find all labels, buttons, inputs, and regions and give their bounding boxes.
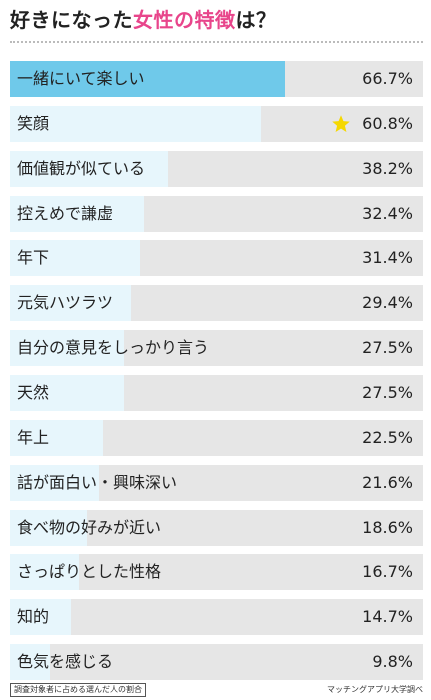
title-prefix: 好きになった (10, 8, 133, 32)
bar-row: 年上 22.5% (10, 419, 423, 456)
bar-fill (10, 105, 262, 142)
bar-fill (10, 150, 168, 187)
bar-value: 38.2% (362, 158, 413, 178)
bar-row: 自分の意見をしっかり言う 27.5% (10, 330, 423, 367)
bar-label: 価値観が似ている (17, 158, 146, 178)
bar-value: 14.7% (362, 607, 413, 627)
bar-label: 元気ハツラツ (17, 293, 114, 313)
bar-label: 食べ物の好みが近い (17, 517, 162, 537)
bar-label: 色気を感じる (17, 652, 114, 672)
bar-fill (10, 599, 71, 636)
chart-title: 好きになった女性の特徴は？ (10, 4, 277, 36)
bar-value: 16.7% (362, 562, 413, 582)
bar-row: 食べ物の好みが近い 18.6% (10, 509, 423, 546)
bar-label: 自分の意見をしっかり言う (17, 338, 210, 358)
bar-fill (10, 509, 87, 546)
bar-row: 笑顔 60.8% (10, 105, 423, 142)
bar-value: 27.5% (362, 338, 413, 358)
star-icon (332, 115, 350, 132)
title-suffix: は？ (235, 8, 277, 32)
bar-row: 知的 14.7% (10, 599, 423, 636)
title-highlight: 女性の特徴 (133, 8, 236, 32)
bar-fill (10, 195, 144, 232)
bar-fill (10, 464, 100, 501)
bar-value: 31.4% (362, 248, 413, 268)
bar-row: 色気を感じる 9.8% (10, 644, 423, 681)
bar-fill (10, 374, 124, 411)
bar-fill (10, 419, 103, 456)
title-divider (10, 41, 423, 43)
bar-row: 価値観が似ている 38.2% (10, 150, 423, 187)
bar-fill (10, 644, 51, 681)
bar-value: 60.8% (362, 113, 413, 133)
bar-value: 29.4% (362, 293, 413, 313)
bar-row: 天然 27.5% (10, 374, 423, 411)
bar-row: 控えめで謙虚 32.4% (10, 195, 423, 232)
bar-value: 66.7% (362, 69, 413, 88)
bar-row: 元気ハツラツ 29.4% (10, 285, 423, 322)
bar-fill (10, 240, 140, 277)
bar-label: 笑顔 (17, 113, 50, 133)
bar-value: 27.5% (362, 382, 413, 402)
bar-label: 天然 (17, 382, 50, 402)
bar-value: 21.6% (362, 472, 413, 492)
bar-value: 32.4% (362, 203, 413, 223)
bar-fill (10, 330, 124, 367)
bar-value: 18.6% (362, 517, 413, 537)
bar-fill (10, 61, 286, 97)
bar-label: 一緒にいて楽しい (17, 69, 145, 88)
footnote: 調査対象者に占める選んだ人の割合 (10, 683, 146, 697)
bar-label: さっぱりとした性格 (17, 562, 162, 582)
source-credit: マッチングアプリ大学調べ (327, 685, 423, 694)
bar-value: 9.8% (372, 652, 413, 672)
bar-label: 年上 (17, 427, 50, 447)
bar-fill (10, 554, 79, 591)
bar-label: 控えめで謙虚 (17, 203, 114, 223)
star-shape (332, 115, 350, 132)
bar-row: 年下 31.4% (10, 240, 423, 277)
bar-row: 一緒にいて楽しい 66.7% (10, 61, 423, 97)
bar-label: 知的 (17, 607, 50, 627)
bar-label: 話が面白い・興味深い (17, 472, 178, 492)
bar-label: 年下 (17, 248, 50, 268)
bar-value: 22.5% (362, 427, 413, 447)
bar-fill (10, 285, 132, 322)
bar-row: 話が面白い・興味深い 21.6% (10, 464, 423, 501)
bar-row: さっぱりとした性格 16.7% (10, 554, 423, 591)
bar-chart: 一緒にいて楽しい 66.7% 笑顔 60.8% 価値観が似ている 38.2% 控えめで謙虚 3… (10, 61, 423, 681)
